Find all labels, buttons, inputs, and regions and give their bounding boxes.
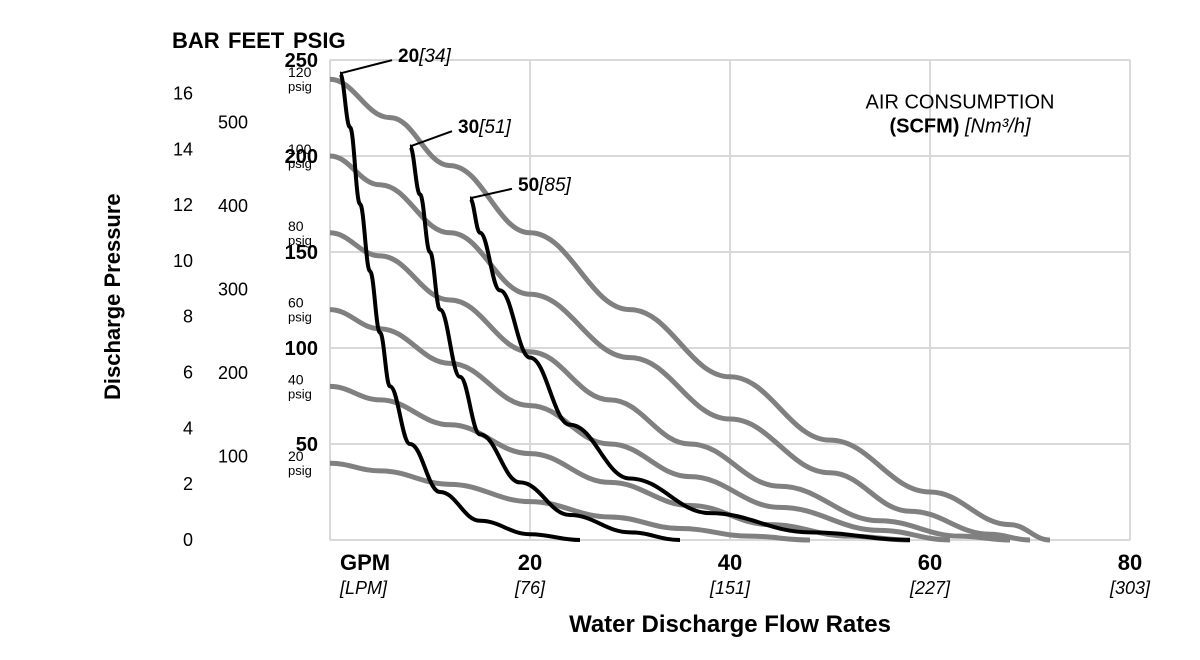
y-axis-label: Discharge Pressure [100,193,126,400]
tick-bar-12: 12 [173,195,193,215]
inlet-label-100: 100 [288,141,312,157]
header-psig: PSIG [293,28,346,54]
inlet-unit-80: psig [288,233,312,248]
header-feet: FEET [228,28,284,54]
inlet-label-80: 80 [288,218,304,234]
air-consumption-line2: (SCFM) [Nm³/h] [889,115,1031,137]
inlet-label-40: 40 [288,371,304,387]
inlet-unit-100: psig [288,156,312,171]
pressure-curve-60psig [330,310,950,540]
tick-bar-10: 10 [173,251,193,271]
pump-performance-chart: Discharge Pressure BAR FEET PSIG 20[34]3… [0,0,1200,660]
inlet-unit-20: psig [288,463,312,478]
inlet-unit-40: psig [288,386,312,401]
leader-20 [340,60,392,73]
inlet-label-120: 120 [288,64,312,80]
tick-gpm-80: 80 [1118,550,1142,575]
tick-gpm-20: 20 [518,550,542,575]
scfm-label-20: 20[34] [398,46,452,67]
tick-lpm-40: [151] [709,578,751,598]
tick-bar-2: 2 [183,474,193,494]
air-consumption-line1: AIR CONSUMPTION [866,91,1055,113]
tick-lpm-20: [76] [514,578,546,598]
x-unit-lpm: [LPM] [339,578,388,598]
tick-bar-4: 4 [183,418,193,438]
tick-feet-100: 100 [218,447,248,467]
scfm-label-50: 50[85] [518,175,572,196]
x-axis-label: Water Discharge Flow Rates [569,611,891,638]
tick-feet-500: 500 [218,113,248,133]
tick-psig-100: 100 [285,338,318,360]
tick-bar-16: 16 [173,83,193,103]
tick-bar-14: 14 [173,139,193,159]
x-unit-gpm: GPM [340,550,390,575]
tick-feet-300: 300 [218,280,248,300]
tick-feet-400: 400 [218,196,248,216]
inlet-label-20: 20 [288,448,304,464]
tick-feet-200: 200 [218,363,248,383]
header-bar: BAR [172,28,220,54]
tick-bar-0: 0 [183,530,193,550]
tick-bar-8: 8 [183,307,193,327]
inlet-unit-60: psig [288,310,312,325]
tick-lpm-80: [303] [1109,578,1151,598]
tick-gpm-40: 40 [718,550,742,575]
tick-lpm-60: [227] [909,578,951,598]
scfm-label-30: 30[51] [458,117,512,138]
tick-gpm-60: 60 [918,550,942,575]
chart-svg: 20[34]30[51]50[85]50100150200250120psig1… [0,0,1200,660]
inlet-label-60: 60 [288,295,304,311]
pressure-curve-20psig [330,463,810,540]
inlet-unit-120: psig [288,79,312,94]
tick-bar-6: 6 [183,363,193,383]
